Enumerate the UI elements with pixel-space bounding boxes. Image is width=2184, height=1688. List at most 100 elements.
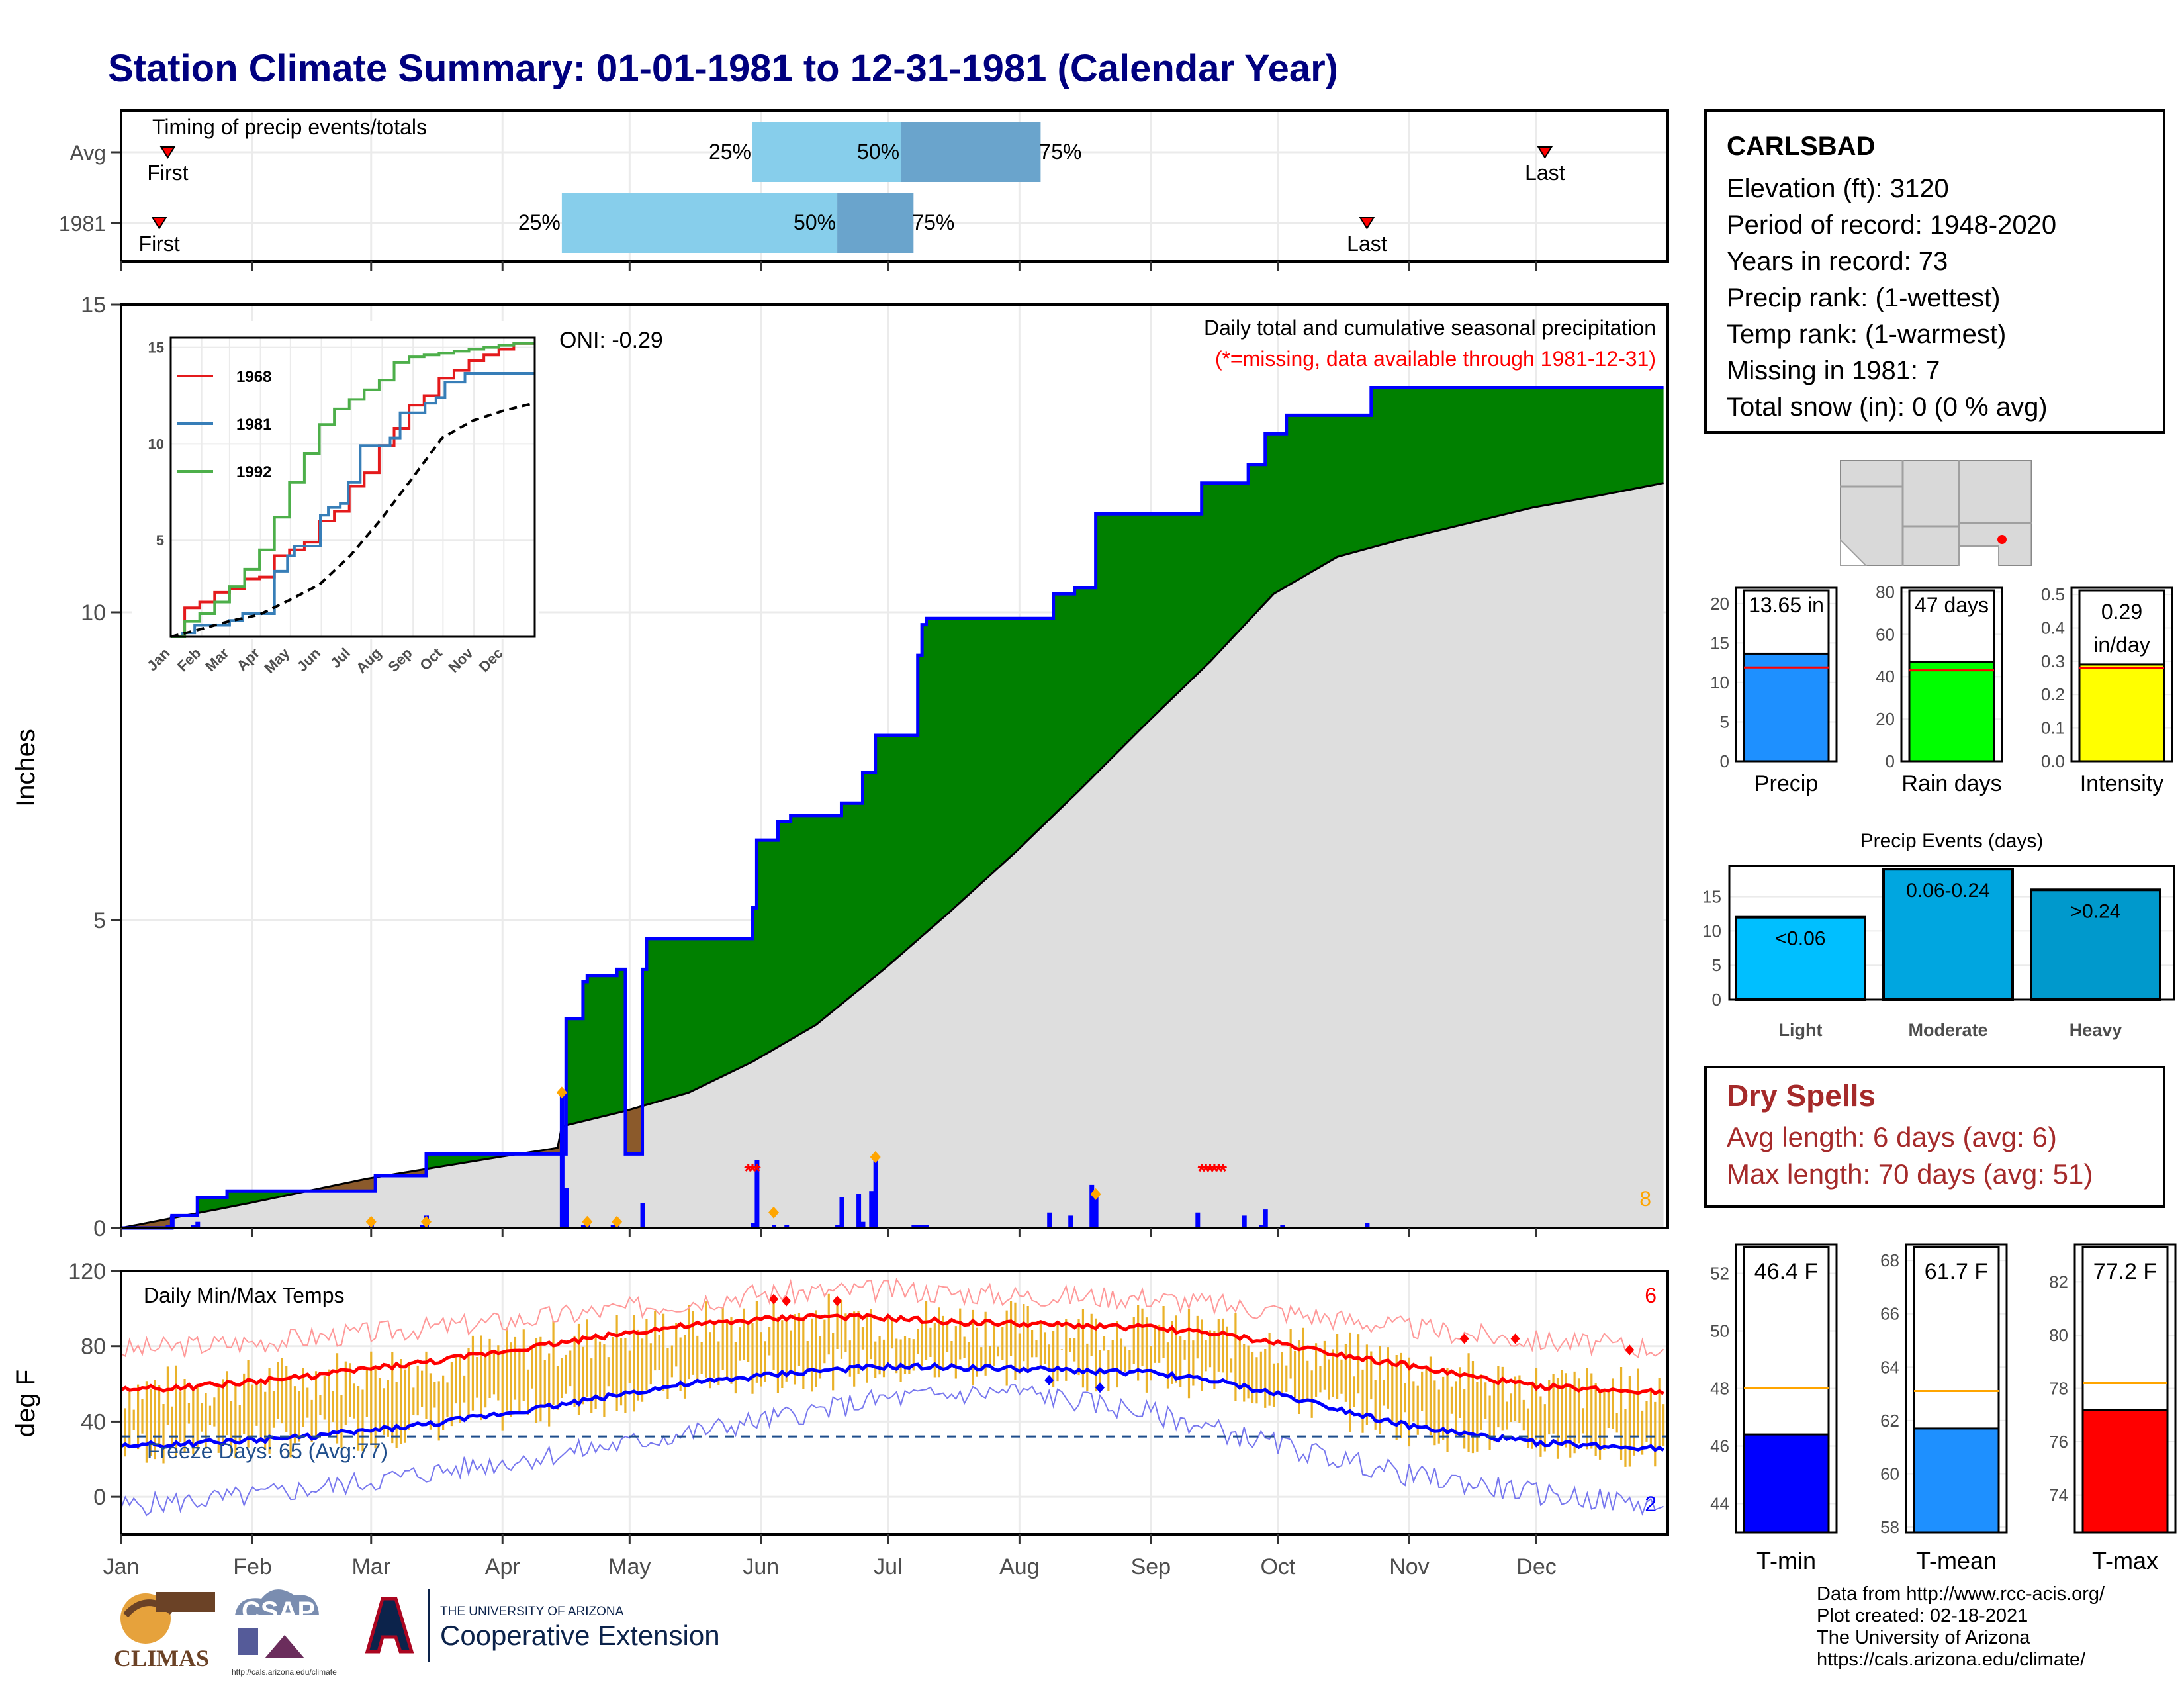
location-map [1840,460,2032,566]
temp-record-low-marker [1095,1382,1105,1393]
precip-marker [870,1151,881,1164]
freeze-days-label: Freeze Days: 65 (Avg:77) [147,1439,388,1463]
station-snow: Total snow (in): 0 (0 % avg) [1727,393,2048,422]
precip-total-tick-label: 15 [1710,633,1729,653]
temp-record-high-marker [833,1295,842,1307]
station-name: CARLSBAD [1727,132,1876,161]
tmin-summary-tick-label: 52 [1710,1264,1729,1284]
temp-y-tick-label: 40 [81,1409,106,1434]
station-elevation: Elevation (ft): 3120 [1727,174,1949,203]
rain-days-tick-label: 80 [1876,582,1895,602]
temp-x-tick-label: Nov [1389,1554,1429,1579]
events-tick-label: 15 [1702,887,1721,907]
temp-x-tick-label: Sep [1131,1554,1171,1579]
precip-missing-marker: * [749,1160,757,1184]
tmean-value: 61.7 F [1925,1259,1988,1284]
temp-record-high-marker [1510,1333,1520,1344]
timing-first-marker [159,146,176,159]
precip-missing-marker: * [1206,1160,1214,1184]
precip-missing-note: (*=missing, data available through 1981-… [1215,347,1656,371]
precip-header: Daily total and cumulative seasonal prec… [1204,316,1656,340]
tmean-summary-tick-label: 64 [1880,1357,1899,1377]
rain-days-tick-label: 60 [1876,624,1895,644]
credit-data-source: Data from http://www.rcc-acis.org/ [1817,1583,2105,1605]
temp-plot-bg [121,1271,1668,1534]
precip-daily-bar [751,1223,756,1228]
precip-daily-bar [920,1225,925,1228]
station-temp-rank: Temp rank: (1-warmest) [1727,320,2007,349]
tmean-summary-tick-label: 60 [1880,1464,1899,1483]
events-title: Precip Events (days) [1860,830,2044,852]
precip-marker [768,1206,780,1219]
temperature-summary-bars: 44 46 48 50 52 46.4 F T-min 58 60 62 64 66 68 61.7 F T… [1710,1243,2177,1574]
tmin-summary-frame [1735,1243,1838,1534]
station-period: Period of record: 1948-2020 [1727,211,2057,240]
precip-total-label: Precip [1754,771,1818,796]
precip-daily-bar [1263,1209,1268,1228]
climas-logo: CLIMAS [114,1592,215,1671]
precip-daily-bar [873,1157,878,1228]
tmax-summary-tick-label: 76 [2049,1432,2068,1452]
timing-p25-label: 25% [518,211,561,234]
events-bar-label: >0.24 [2071,900,2121,922]
temp-x-tick-label: Mar [351,1554,390,1579]
tmean-summary-frame [1905,1243,2008,1534]
precip-daily-bar [420,1225,425,1228]
temp-y-axis-label: deg F [11,1370,40,1437]
temp-record-high-marker [769,1293,779,1305]
precip-daily-bar [169,1215,175,1228]
precip-daily-bar [1259,1225,1264,1228]
precip-total-tick-label: 5 [1720,712,1729,731]
precip-timing-panel: 25% 50% 75% First Last Avg 25% 50% 75% First Last 1… [59,109,1669,271]
timing-bar-25-50 [752,122,901,182]
timing-last-marker [1359,217,1375,230]
inset-series-line [171,371,534,638]
tmax-value: 77.2 F [2093,1259,2157,1284]
credits: Data from http://www.rcc-acis.org/ Plot … [1817,1583,2105,1671]
temp-y-tick-label: 120 [68,1259,106,1284]
timing-bar-50-75 [901,122,1041,182]
tmin-summary-tick-label: 44 [1710,1494,1729,1514]
timing-last-label: Last [1525,161,1565,185]
rain-days-tick-label: 40 [1876,667,1895,686]
inset-y-tick-label: 15 [148,340,164,356]
precip-y-tick-label: 15 [81,293,106,318]
csap-logo: CSAP http://cals.arizona.edu/climate [232,1589,337,1677]
precip-marker [365,1215,377,1228]
ua-logo: THE UNIVERSITY OF ARIZONA Cooperative Ex… [364,1589,720,1662]
precip-average-fill [121,483,1664,1229]
temp-record-min-line [120,1384,1664,1517]
precip-marker [612,1215,623,1228]
precip-above-average-fill [121,387,1664,1228]
tmean-summary-tick-label: 62 [1880,1411,1899,1430]
precip-daily-bar [559,1092,565,1228]
precip-daily-bar [1242,1215,1247,1228]
precip-marker [582,1215,593,1228]
timing-p50-label: 50% [794,211,836,234]
events-category-label: Light [1779,1020,1823,1040]
timing-last-label: Last [1347,232,1387,256]
rain-days-tick-label: 20 [1876,709,1895,729]
tmin-summary-tick-label: 50 [1710,1321,1729,1341]
rain-days-value: 47 days [1915,593,1989,617]
timing-first-label: First [147,161,188,185]
tmean-summary-tick-label: 68 [1880,1250,1899,1270]
precip-missing-marker: * [1214,1160,1223,1184]
tmax-summary-frame [2073,1243,2177,1534]
precip-daily-bar [1195,1212,1201,1228]
intensity-tick-label: 0.0 [2041,751,2065,771]
temp-frame [120,1270,1669,1536]
dry-spells-avg: Avg length: 6 days (avg: 6) [1727,1121,2057,1152]
precip-frame [120,303,1669,1229]
temp-x-tick-label: Oct [1260,1554,1295,1579]
temp-y-tick-label: 0 [93,1485,106,1510]
intensity-tick-label: 0.5 [2041,585,2065,604]
precip-daily-bar [1093,1194,1099,1228]
events-tick-label: 0 [1712,990,1721,1009]
station-info-box: CARLSBAD Elevation (ft): 3120 Period of … [1704,109,2165,434]
events-bar [1882,868,2014,1001]
logos-strip: CLIMAS CSAP http://cals.arizona.edu/clim… [114,1589,720,1677]
oni-label: ONI: -0.29 [559,328,663,353]
temp-y-tick-label: 80 [81,1335,106,1360]
precip-daily-bar [915,1225,921,1228]
